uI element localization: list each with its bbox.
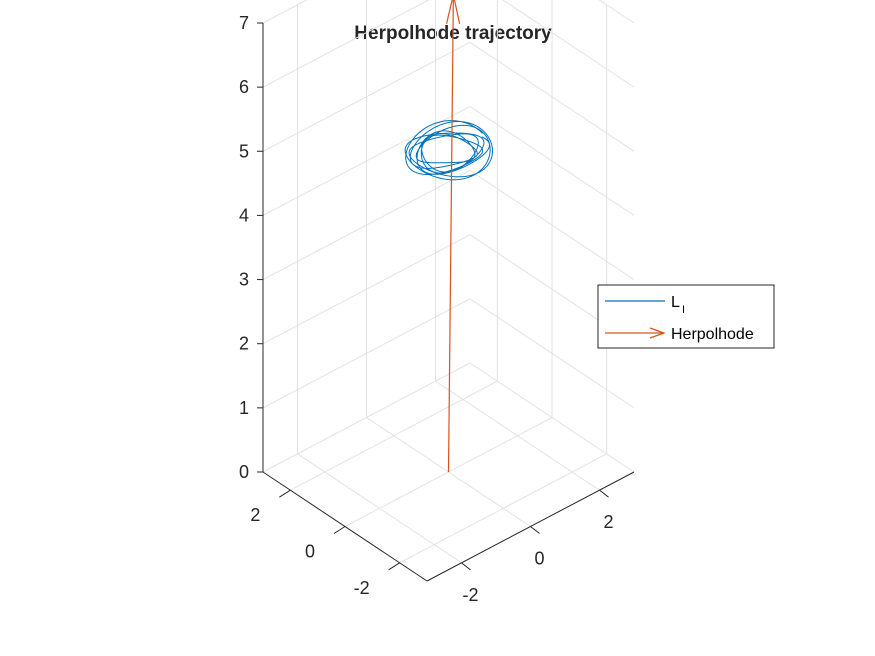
x-tick-label: -2: [462, 585, 478, 605]
z-tick-label: 2: [239, 334, 249, 354]
z-tick-label: 1: [239, 398, 249, 418]
legend-label-l: L: [671, 294, 680, 311]
x-tick-label: 2: [603, 512, 613, 532]
z-tick-label: 5: [239, 141, 249, 161]
side-wall-grid-line: [598, 0, 635, 24]
z-tick-label: 7: [239, 13, 249, 33]
y-tick-mark: [333, 526, 346, 534]
floor-grid-line: [399, 453, 607, 564]
side-wall-grid-line: [469, 41, 635, 152]
legend-arrow-head: [649, 327, 666, 339]
back-wall-grid-line: [262, 105, 471, 216]
series-layer: [404, 0, 493, 473]
side-wall-grid-line: [469, 362, 635, 473]
z-tick-label: 4: [239, 205, 249, 225]
axis-layer: [262, 23, 635, 582]
legend-label-herpolhode: Herpolhode: [671, 326, 754, 343]
z-tick-label: 0: [239, 462, 249, 482]
side-wall-grid-line: [469, 106, 635, 216]
side-wall-grid-line: [469, 170, 635, 280]
series-arrow-head: [445, 0, 461, 25]
back-wall-grid-line: [262, 0, 308, 24]
legend-label-l-subscript: I: [682, 304, 685, 316]
series-loop-line: [404, 120, 493, 181]
series-arrow-shaft: [447, 0, 454, 473]
legend-box: [597, 284, 775, 349]
back-wall-grid-line: [262, 298, 471, 409]
back-wall-grid-line: [262, 0, 430, 88]
x-tick-mark: [599, 489, 609, 498]
back-wall-grid-line: [262, 234, 471, 345]
x-tick-mark: [530, 526, 540, 534]
legend[interactable]: L I Herpolhode: [597, 284, 775, 349]
floor-grid-line: [290, 380, 498, 491]
back-wall-grid-line: [262, 362, 471, 473]
z-tick-label: 6: [239, 77, 249, 97]
y-tick-mark: [388, 562, 400, 571]
tick-layer: -2 0 2 -2 0 2 0 1 2 3 4 5 6 7: [239, 13, 614, 605]
z-tick-label: 3: [239, 270, 249, 290]
side-wall-grid-line: [469, 298, 635, 409]
grid-layer: [262, 0, 635, 564]
y-tick-label: 0: [305, 542, 315, 562]
y-tick-label: -2: [354, 578, 370, 598]
y-tick-mark: [279, 489, 291, 498]
x-tick-label: 0: [534, 549, 544, 569]
side-wall-grid-line: [501, 0, 635, 88]
y-tick-label: 2: [250, 505, 260, 525]
back-wall-grid-line: [262, 41, 471, 152]
x-tick-mark: [461, 562, 471, 571]
back-wall-grid-line: [262, 170, 471, 281]
